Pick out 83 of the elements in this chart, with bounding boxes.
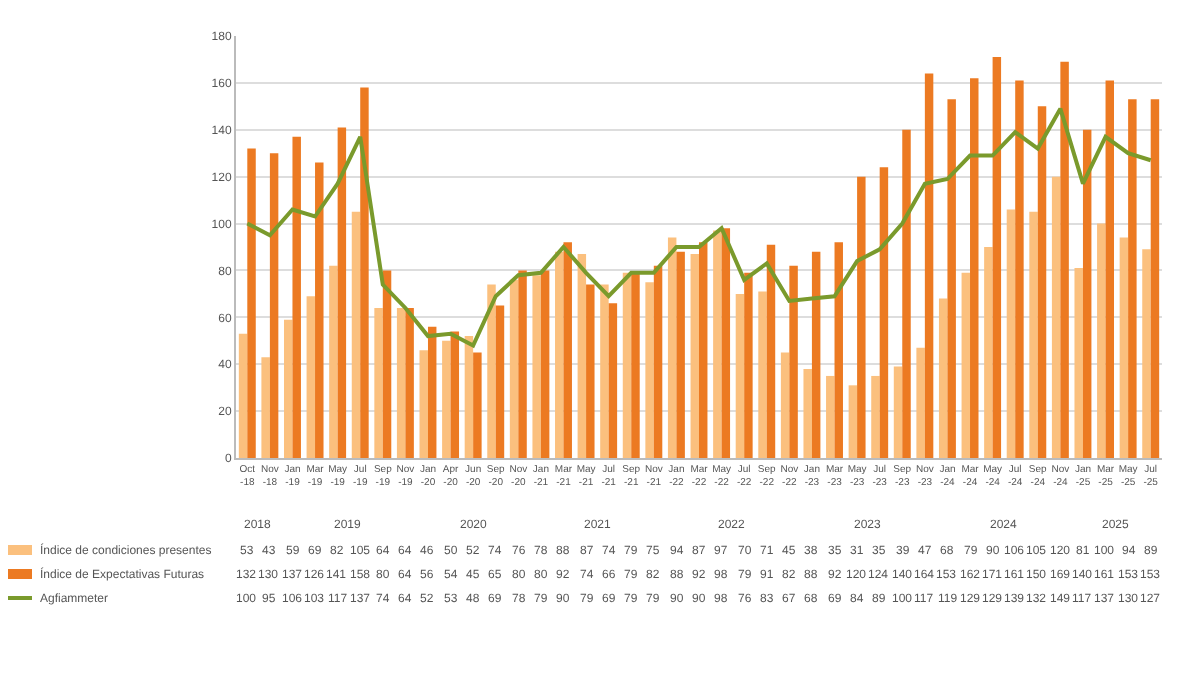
bar bbox=[473, 352, 482, 458]
bar bbox=[834, 242, 843, 458]
bar bbox=[600, 284, 609, 458]
bar bbox=[1015, 80, 1024, 458]
bar bbox=[360, 87, 369, 458]
bar bbox=[667, 237, 677, 458]
bar bbox=[1097, 223, 1106, 458]
bar bbox=[721, 228, 731, 458]
bar bbox=[803, 368, 812, 458]
bar bbox=[848, 385, 858, 458]
bar bbox=[992, 57, 1002, 458]
bar bbox=[238, 333, 248, 458]
bar bbox=[690, 254, 699, 458]
bar bbox=[1150, 99, 1160, 458]
bar bbox=[699, 242, 708, 458]
bar bbox=[780, 352, 790, 458]
bar bbox=[284, 319, 293, 458]
bar bbox=[261, 357, 270, 458]
bar bbox=[676, 251, 685, 458]
bar bbox=[1060, 61, 1069, 458]
bar bbox=[916, 347, 925, 458]
bar bbox=[871, 375, 880, 458]
bar bbox=[306, 296, 316, 458]
bar bbox=[351, 211, 361, 458]
bar bbox=[450, 331, 460, 458]
bar bbox=[1105, 80, 1114, 458]
bar bbox=[532, 275, 541, 458]
bar bbox=[622, 272, 632, 458]
bar bbox=[1119, 237, 1129, 458]
bar bbox=[419, 350, 428, 458]
bar bbox=[442, 340, 451, 458]
bar bbox=[487, 284, 496, 458]
bar bbox=[645, 282, 654, 458]
bar bbox=[1074, 268, 1083, 458]
bar bbox=[735, 293, 745, 458]
bar bbox=[337, 127, 347, 458]
bar bbox=[396, 307, 406, 458]
bar bbox=[879, 167, 889, 458]
bar bbox=[947, 99, 956, 458]
line-series bbox=[245, 106, 1153, 348]
bar bbox=[374, 307, 383, 458]
bar bbox=[984, 247, 993, 458]
bar bbox=[938, 298, 948, 458]
bar bbox=[970, 78, 979, 458]
bar bbox=[924, 73, 934, 458]
bar bbox=[893, 366, 903, 458]
bar bbox=[577, 254, 587, 458]
bar bbox=[1037, 106, 1047, 458]
bar bbox=[826, 375, 835, 458]
bar bbox=[315, 162, 324, 458]
bar bbox=[713, 230, 722, 458]
bar bbox=[902, 129, 911, 458]
bar bbox=[269, 153, 279, 458]
bar bbox=[1029, 211, 1038, 458]
bar bbox=[586, 284, 595, 458]
bar bbox=[292, 136, 301, 458]
bar bbox=[555, 251, 564, 458]
bar bbox=[563, 242, 572, 458]
bar bbox=[758, 291, 767, 458]
bar bbox=[540, 270, 550, 458]
bar bbox=[1128, 99, 1137, 458]
bar bbox=[427, 326, 437, 458]
bar bbox=[405, 307, 414, 458]
bar bbox=[608, 303, 618, 458]
bar bbox=[1006, 209, 1016, 458]
bar bbox=[247, 148, 256, 458]
bar bbox=[1051, 176, 1061, 458]
bar bbox=[789, 265, 798, 458]
bar bbox=[744, 272, 753, 458]
bar bbox=[811, 251, 821, 458]
bar bbox=[495, 305, 505, 458]
bar bbox=[961, 272, 971, 458]
bar bbox=[857, 176, 866, 458]
bar bbox=[766, 244, 776, 458]
bar bbox=[509, 279, 519, 458]
bar bbox=[1142, 249, 1151, 458]
bar bbox=[631, 272, 640, 458]
bar bbox=[653, 265, 663, 458]
bar bbox=[382, 270, 392, 458]
bar bbox=[1082, 129, 1092, 458]
bar bbox=[464, 336, 474, 458]
bar bbox=[518, 270, 527, 458]
bar bbox=[329, 265, 338, 458]
